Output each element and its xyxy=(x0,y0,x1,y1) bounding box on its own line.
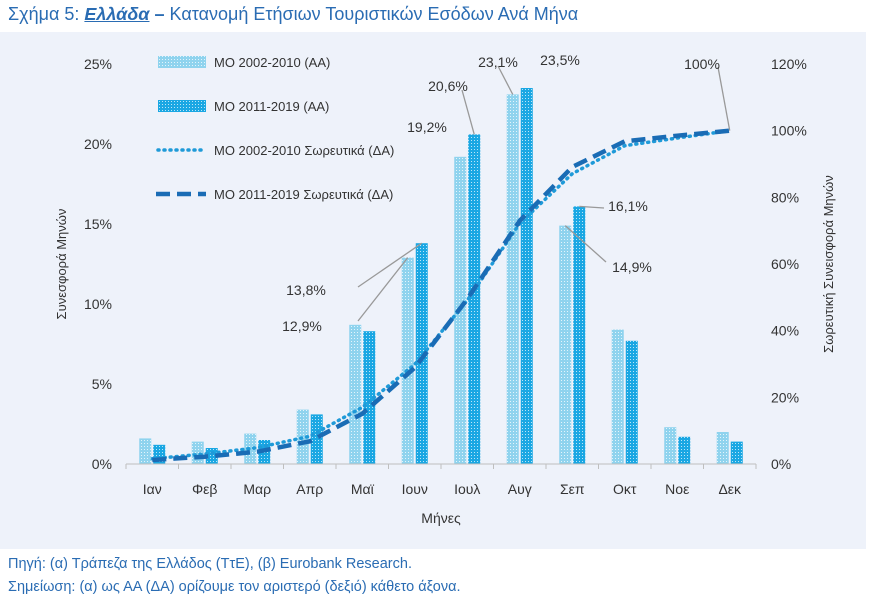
legend-bar-2002-2010-label: ΜΟ 2002-2010 (ΑΑ) xyxy=(214,55,330,70)
line-2002-2010-cumulative xyxy=(150,128,732,461)
data-label: 23,5% xyxy=(540,52,580,68)
data-label-leader xyxy=(357,257,409,322)
x-tick-label: Ιουν xyxy=(402,481,428,497)
chart-svg: 0% 5% 10% 15% 20% 25% 0% 20% 40% 60% 80% 100% 120% Συ… xyxy=(54,52,836,526)
x-tick-label: Ιουλ xyxy=(454,481,480,497)
data-label: 20,6% xyxy=(428,78,468,94)
data-label: 100% xyxy=(684,56,720,72)
legend-line-2011-2019-label: ΜΟ 2011-2019 Σωρευτικά (ΔΑ) xyxy=(214,187,393,202)
x-tick-label: Ιαν xyxy=(143,481,162,497)
y2-tick-label: 0% xyxy=(771,456,791,472)
y2-axis-title: Σωρευτική Συνεισφορά Μηνών xyxy=(821,175,836,353)
x-tick-label: Οκτ xyxy=(613,481,637,497)
x-tick-label: Φεβ xyxy=(192,481,217,497)
x-tick-label: Νοε xyxy=(665,481,689,497)
bar-2011-2019 xyxy=(205,448,218,464)
figure-title-text: Κατανομή Ετήσιων Τουριστικών Εσόδων Ανά … xyxy=(169,4,579,24)
y2-tick-label: 40% xyxy=(771,323,799,339)
data-label: 14,9% xyxy=(612,259,652,275)
x-tick-label: Σεπ xyxy=(560,481,585,497)
legend-bar-2011-2019-swatch xyxy=(158,100,206,112)
bar-2002-2010 xyxy=(349,324,362,464)
line-2011-2019-cumulative xyxy=(152,128,731,463)
y2-tick-label: 20% xyxy=(771,389,799,405)
bar-2011-2019 xyxy=(363,331,376,464)
y2-tick-label: 80% xyxy=(771,189,799,205)
data-label: 13,8% xyxy=(286,282,326,298)
y2-tick-label: 60% xyxy=(771,256,799,272)
legend-bar-2002-2010-swatch xyxy=(158,56,206,68)
data-label-leader xyxy=(357,242,423,288)
data-label: 16,1% xyxy=(608,198,648,214)
bar-2011-2019 xyxy=(310,414,323,464)
legend-bar-2011-2019-label: ΜΟ 2011-2019 (ΑΑ) xyxy=(214,99,329,114)
y-tick-label: 20% xyxy=(84,136,112,152)
x-axis-title: Μήνες xyxy=(421,510,461,526)
x-tick-label: Αυγ xyxy=(508,481,532,497)
bar-2011-2019 xyxy=(730,441,743,464)
y-axis-title: Συνεσφορά Μηνών xyxy=(54,209,69,320)
x-tick-label: Μαρ xyxy=(243,481,271,497)
bar-2011-2019 xyxy=(520,88,533,464)
bar-2002-2010 xyxy=(559,225,572,464)
chart-panel: 0% 5% 10% 15% 20% 25% 0% 20% 40% 60% 80% 100% 120% Συ… xyxy=(0,32,866,549)
data-label: 12,9% xyxy=(282,318,322,334)
bar-2002-2010 xyxy=(401,257,414,464)
data-label-leader xyxy=(461,89,475,135)
x-tick-label: Απρ xyxy=(296,481,323,497)
source-note: Πηγή: (α) Τράπεζα της Ελλάδος (ΤτΕ), (β)… xyxy=(8,556,412,572)
y-tick-label: 25% xyxy=(84,56,112,72)
bar-2011-2019 xyxy=(625,340,638,464)
axis-note: Σημείωση: (α) ως ΑΑ (ΔΑ) ορίζουμε τον αρ… xyxy=(8,579,461,595)
legend-line-2002-2010-label: ΜΟ 2002-2010 Σωρευτικά (ΔΑ) xyxy=(214,143,394,158)
y-tick-label: 5% xyxy=(92,376,112,392)
data-label-leader xyxy=(717,66,731,131)
data-label-leader xyxy=(497,65,514,95)
y2-tick-label: 100% xyxy=(771,123,807,139)
figure-separator: – xyxy=(154,4,165,24)
figure-prefix: Σχήμα 5 xyxy=(8,4,75,24)
x-tick-label: Δεκ xyxy=(718,481,742,497)
bar-2002-2010 xyxy=(139,438,152,464)
bar-2002-2010 xyxy=(716,432,729,464)
bar-2002-2010 xyxy=(506,94,519,465)
y2-tick-label: 120% xyxy=(771,56,807,72)
bar-2002-2010 xyxy=(611,329,624,464)
data-label: 23,1% xyxy=(478,54,518,70)
figure-title: Σχήμα 5: Ελλάδα – Κατανομή Ετήσιων Τουρι… xyxy=(8,4,578,25)
data-label: 19,2% xyxy=(407,119,447,135)
y-tick-label: 15% xyxy=(84,216,112,232)
bar-2011-2019 xyxy=(573,206,586,464)
data-label-leader xyxy=(564,225,607,263)
y-tick-label: 10% xyxy=(84,296,112,312)
x-tick-label: Μαϊ xyxy=(351,481,375,497)
bar-2011-2019 xyxy=(468,134,481,464)
bar-2011-2019 xyxy=(678,436,691,464)
figure-country: Ελλάδα xyxy=(84,4,150,24)
bar-2002-2010 xyxy=(664,427,677,464)
figure-colon: : xyxy=(74,4,85,24)
data-label-leader xyxy=(579,205,605,209)
y-tick-label: 0% xyxy=(92,456,112,472)
